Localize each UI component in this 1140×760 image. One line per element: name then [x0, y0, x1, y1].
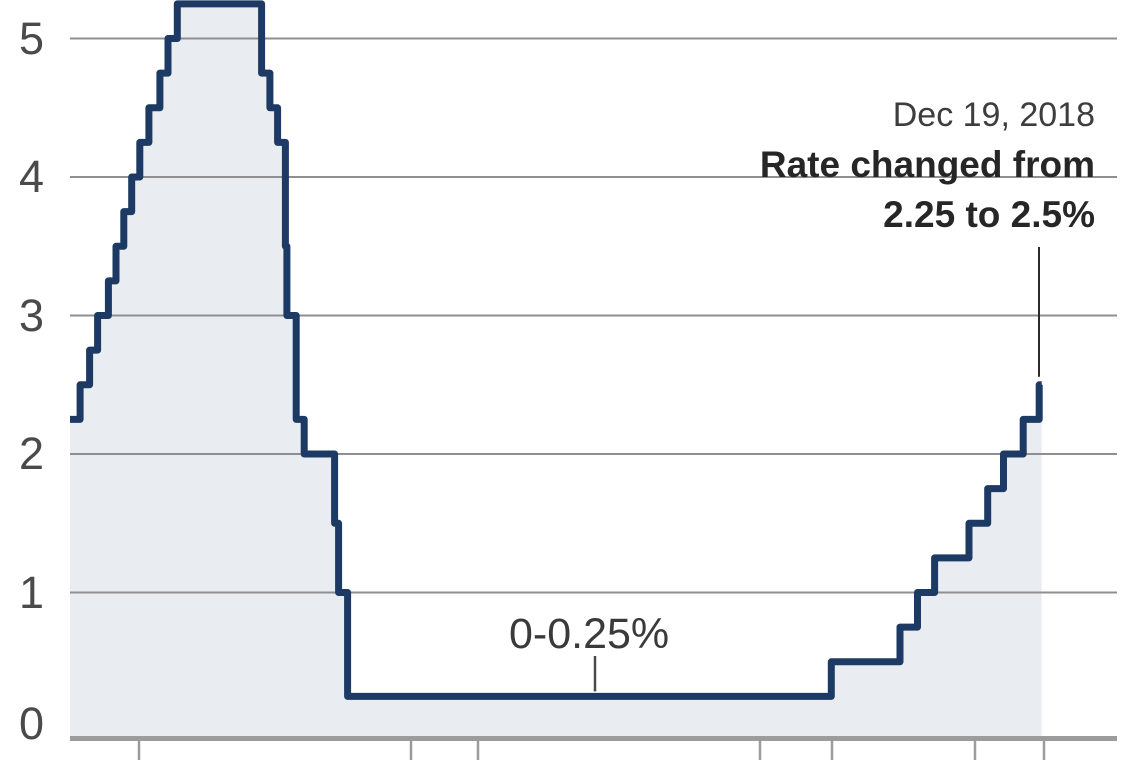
y-axis-label-5: 5	[18, 12, 44, 64]
annotation-date: Dec 19, 2018	[892, 96, 1095, 134]
y-axis-label-0: 0	[18, 698, 44, 749]
y-axis-label-2: 2	[18, 428, 44, 479]
y-axis-label-4: 4	[18, 151, 44, 202]
area-fill	[70, 3, 1042, 736]
rate-step-line	[70, 0, 1043, 700]
y-axis-label-1: 1	[18, 566, 44, 618]
annotation-text-line2: 2.25 to 2.5%	[883, 194, 1095, 235]
y-axis-label-3: 3	[18, 289, 44, 341]
rate-change-annotation: Dec 19, 2018 Rate changed from 2.25 to 2…	[760, 90, 1095, 240]
zero-rate-band-label: 0-0.25%	[509, 610, 670, 658]
annotation-text-line1: Rate changed from	[759, 144, 1095, 185]
x-axis-line	[70, 736, 1117, 741]
